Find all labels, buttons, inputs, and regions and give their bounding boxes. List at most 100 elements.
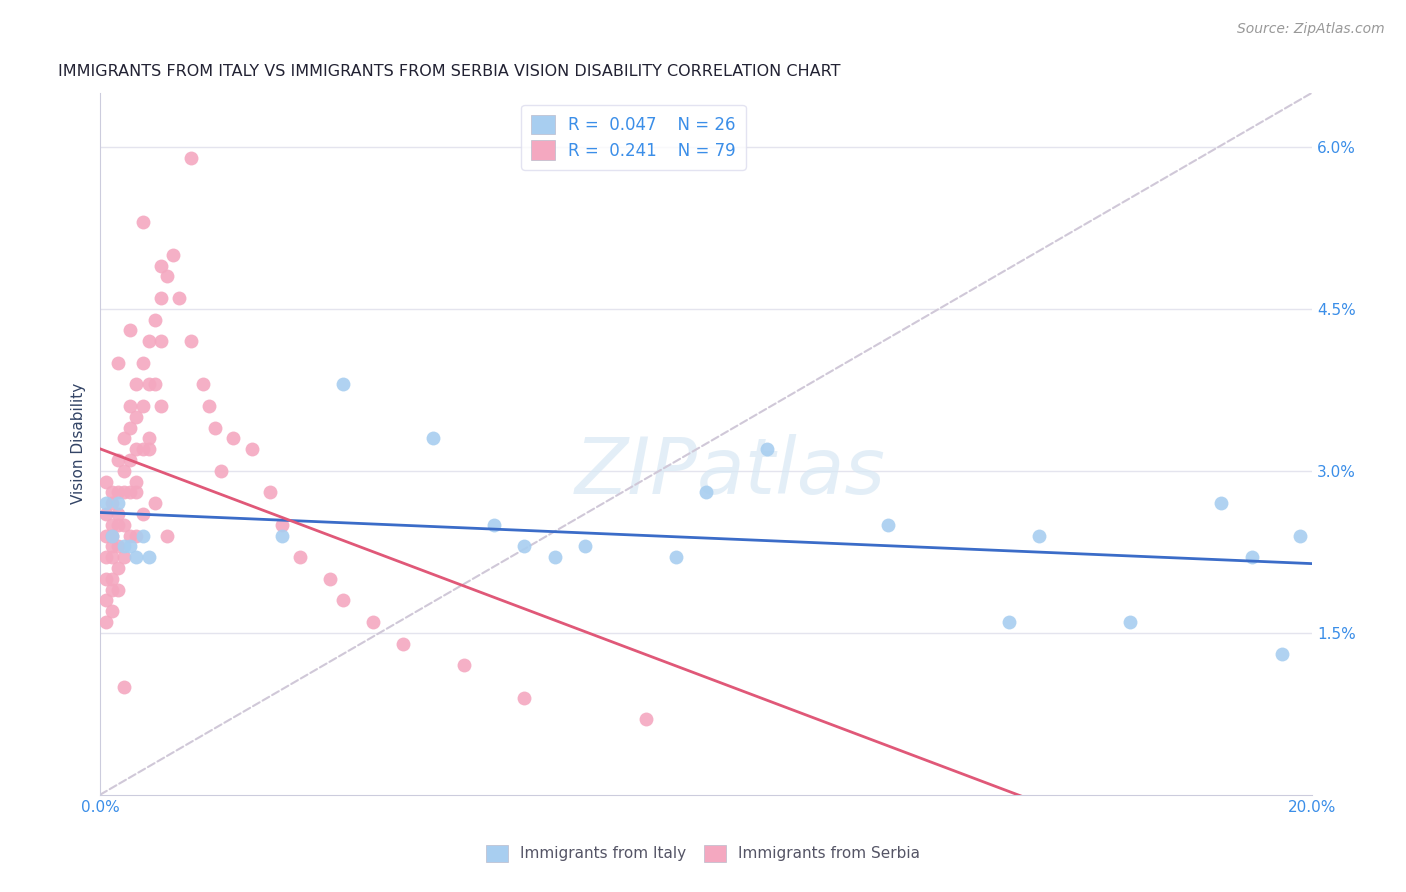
Point [101,528,124,542]
Point [131,215,153,229]
Point [156,528,179,542]
Legend: R =  0.047    N = 26, R =  0.241    N = 79: R = 0.047 N = 26, R = 0.241 N = 79 [522,104,745,169]
Point [453,658,475,673]
Point [138,442,160,456]
Point [107,496,129,510]
Point [332,593,354,607]
Point [96,507,118,521]
Point [877,517,900,532]
Point [120,323,142,337]
Point [101,550,124,565]
Text: IMMIGRANTS FROM ITALY VS IMMIGRANTS FROM SERBIA VISION DISABILITY CORRELATION CH: IMMIGRANTS FROM ITALY VS IMMIGRANTS FROM… [58,64,841,79]
Point [271,517,294,532]
Point [755,442,778,456]
Point [107,561,129,575]
Point [138,550,160,565]
Point [101,604,124,618]
Point [112,539,135,553]
Point [1211,496,1233,510]
Point [120,399,142,413]
Point [101,485,124,500]
Point [240,442,263,456]
Point [1240,550,1263,565]
Point [112,517,135,532]
Point [422,431,444,445]
Legend: Immigrants from Italy, Immigrants from Serbia: Immigrants from Italy, Immigrants from S… [479,838,927,868]
Point [162,248,184,262]
Point [107,356,129,370]
Point [96,475,118,489]
Point [96,572,118,586]
Point [112,550,135,565]
Point [131,356,153,370]
Text: Source: ZipAtlas.com: Source: ZipAtlas.com [1237,22,1385,37]
Point [1289,528,1312,542]
Point [634,712,657,726]
Point [156,269,179,284]
Point [204,420,226,434]
Point [101,572,124,586]
Point [482,517,505,532]
Point [120,539,142,553]
Point [149,399,172,413]
Point [107,507,129,521]
Point [101,539,124,553]
Point [1028,528,1050,542]
Point [107,517,129,532]
Point [101,517,124,532]
Point [120,453,142,467]
Point [125,409,148,424]
Point [271,528,294,542]
Point [101,528,124,542]
Text: ZIPatlas: ZIPatlas [575,434,886,510]
Y-axis label: Vision Disability: Vision Disability [72,383,86,504]
Point [167,291,190,305]
Point [143,496,166,510]
Point [138,431,160,445]
Point [96,593,118,607]
Point [96,550,118,565]
Point [1119,615,1142,629]
Point [149,259,172,273]
Point [125,377,148,392]
Point [191,377,214,392]
Point [143,312,166,326]
Point [96,496,118,510]
Point [149,291,172,305]
Point [120,485,142,500]
Point [125,485,148,500]
Point [101,496,124,510]
Point [513,539,536,553]
Point [259,485,281,500]
Point [131,442,153,456]
Point [695,485,717,500]
Point [131,507,153,521]
Point [1271,648,1294,662]
Point [361,615,384,629]
Point [120,528,142,542]
Point [96,615,118,629]
Point [125,475,148,489]
Point [112,464,135,478]
Point [112,680,135,694]
Point [131,399,153,413]
Point [131,528,153,542]
Point [138,377,160,392]
Point [998,615,1021,629]
Point [107,485,129,500]
Point [125,528,148,542]
Point [112,431,135,445]
Point [138,334,160,348]
Point [392,636,415,650]
Point [101,582,124,597]
Point [96,528,118,542]
Point [180,151,202,165]
Point [180,334,202,348]
Point [288,550,311,565]
Point [149,334,172,348]
Point [209,464,232,478]
Point [332,377,354,392]
Point [107,453,129,467]
Point [125,550,148,565]
Point [112,485,135,500]
